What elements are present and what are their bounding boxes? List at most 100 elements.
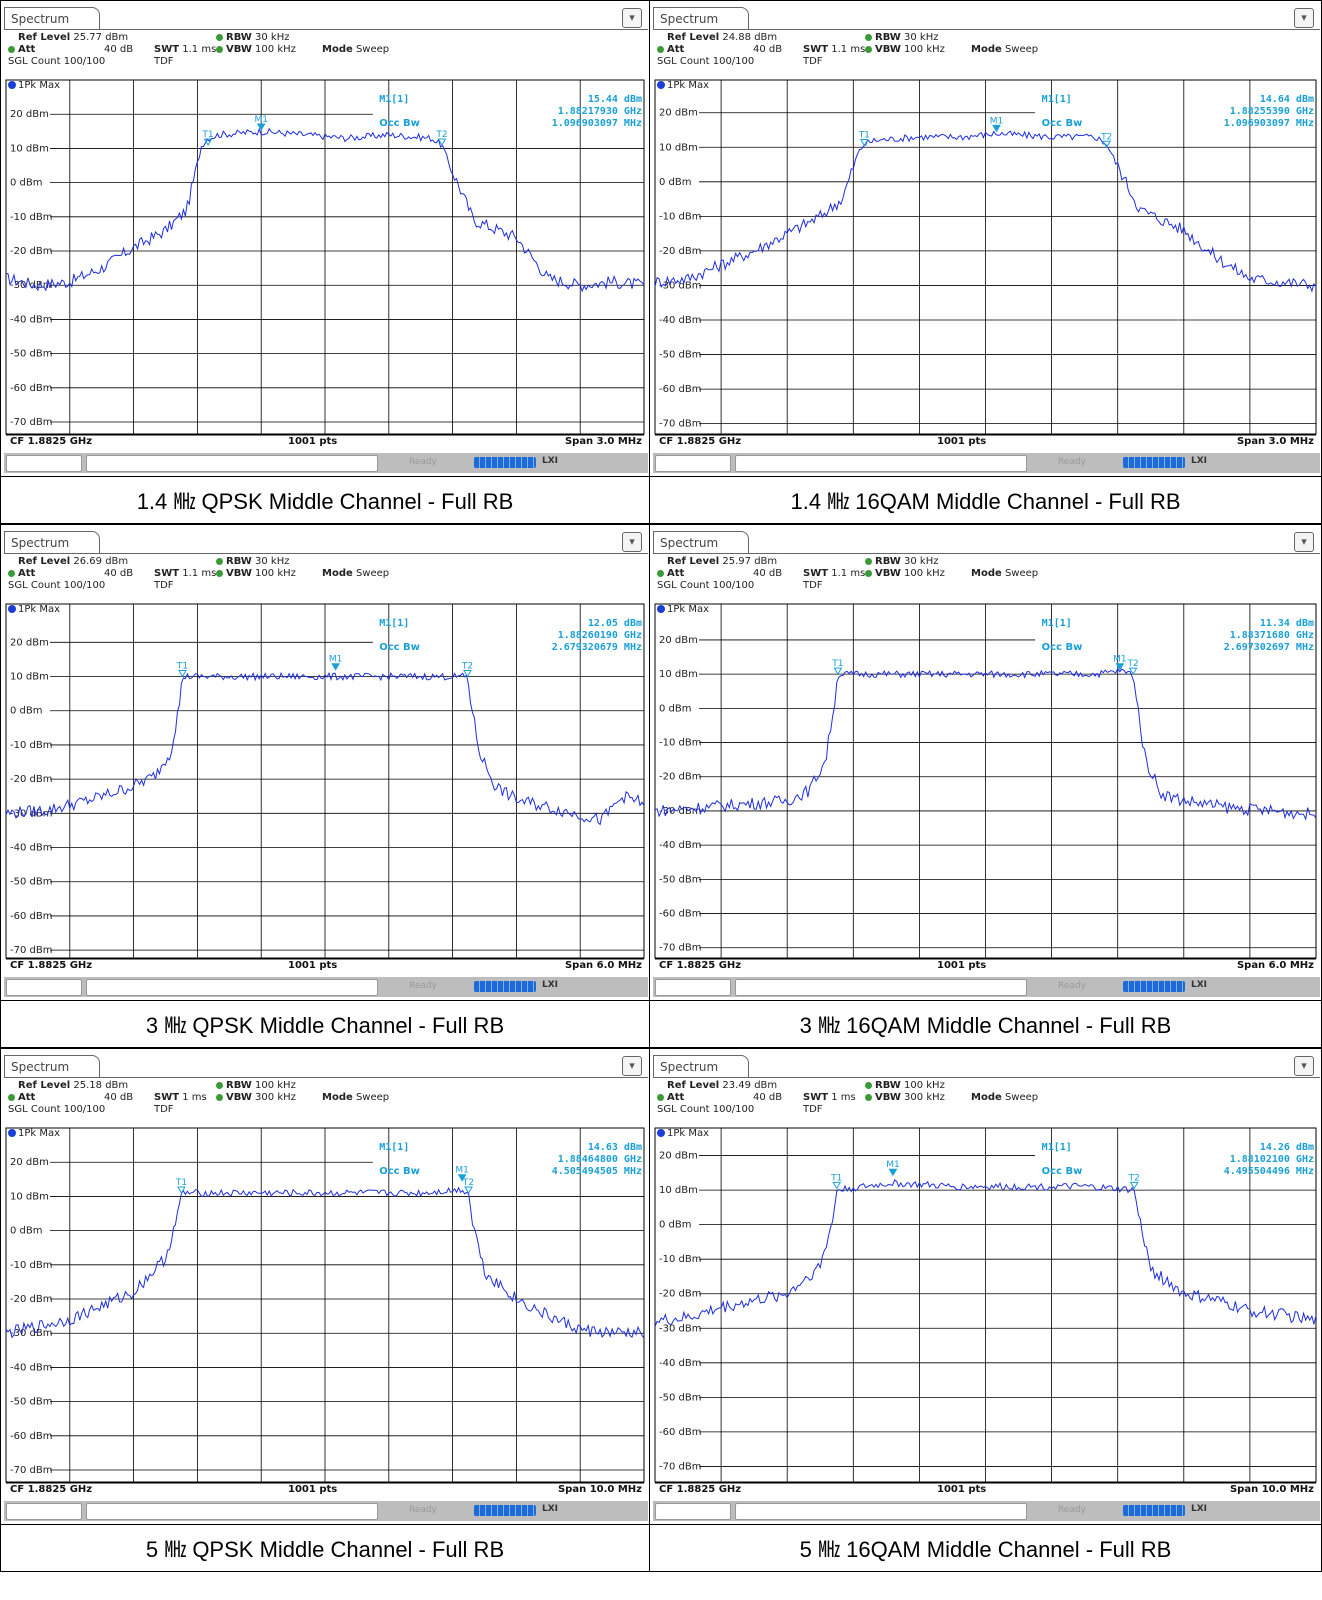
status-field-2[interactable] xyxy=(86,979,378,996)
y-tick-label: 0 dBm xyxy=(10,1226,43,1237)
rbw-row: RBW 30 kHz xyxy=(216,32,289,43)
trace-line xyxy=(5,1186,645,1339)
tab-label: Spectrum xyxy=(11,536,70,550)
sweep-progress-bar xyxy=(1123,457,1185,468)
figure-cell: Spectrum ▾ Ref Level 26.69 dBm Att 40 dB… xyxy=(0,524,650,1001)
occ-bw-label: Occ Bw xyxy=(379,118,420,129)
att-row: Att xyxy=(8,44,35,55)
lxi-icon: LXI xyxy=(1191,456,1208,466)
status-field-1[interactable] xyxy=(655,979,731,996)
att-value: 40 dB xyxy=(104,1092,134,1103)
status-field-1[interactable] xyxy=(655,1503,731,1520)
marker-t2-icon xyxy=(437,138,447,147)
plot-footer: CF 1.8825 GHz 1001 pts Span 10.0 MHz xyxy=(6,1484,646,1499)
spectrum-tab[interactable]: Spectrum xyxy=(653,1055,749,1077)
trace-line xyxy=(654,130,1317,293)
status-field-2[interactable] xyxy=(735,1503,1027,1520)
trace-label: 1Pk Max xyxy=(657,1128,709,1139)
menu-icon[interactable]: ▾ xyxy=(622,1056,642,1076)
occ-bw-label: Occ Bw xyxy=(1042,118,1083,129)
spectrum-tab[interactable]: Spectrum xyxy=(4,531,100,553)
marker-level: 15.44 dBm xyxy=(588,94,642,105)
status-field-2[interactable] xyxy=(86,455,378,472)
att-value: 40 dB xyxy=(753,568,783,579)
att-row: Att xyxy=(657,568,684,579)
ref-level-row: Ref Level 25.97 dBm xyxy=(667,556,778,567)
menu-icon[interactable]: ▾ xyxy=(622,532,642,552)
frequency-span: Span 3.0 MHz xyxy=(564,436,642,447)
tdf-label: TDF xyxy=(803,1104,823,1115)
plot-footer: CF 1.8825 GHz 1001 pts Span 3.0 MHz xyxy=(6,436,646,451)
menu-icon[interactable]: ▾ xyxy=(1294,532,1314,552)
y-tick-label: 10 dBm xyxy=(10,672,49,683)
marker-t1-label: T1 xyxy=(175,1178,187,1188)
y-tick-label: -20 dBm xyxy=(10,246,52,257)
sgl-count: SGL Count 100/100 xyxy=(8,56,106,67)
spectrum-tab[interactable]: Spectrum xyxy=(4,1055,100,1077)
spectrum-tab[interactable]: Spectrum xyxy=(653,7,749,29)
marker-m1-icon xyxy=(457,1174,467,1182)
frequency-span: Span 10.0 MHz xyxy=(1229,1484,1314,1495)
rbw-indicator-icon xyxy=(216,33,223,41)
y-tick-label: -30 dBm xyxy=(10,1328,52,1339)
status-field-1[interactable] xyxy=(6,455,82,472)
status-field-1[interactable] xyxy=(6,979,82,996)
mode-row: Mode Sweep xyxy=(322,568,390,579)
status-ready: Ready xyxy=(1058,981,1086,991)
status-ready: Ready xyxy=(409,981,437,991)
att-indicator-icon xyxy=(657,45,664,53)
menu-icon[interactable]: ▾ xyxy=(622,8,642,28)
occupied-bandwidth: 4.495504496 MHz xyxy=(1224,1166,1314,1177)
ref-level-row: Ref Level 25.77 dBm xyxy=(18,32,129,43)
ref-level-value: 25.97 dBm xyxy=(722,556,778,567)
status-field-2[interactable] xyxy=(735,455,1027,472)
y-tick-label: -70 dBm xyxy=(10,417,52,428)
status-field-2[interactable] xyxy=(735,979,1027,996)
vbw-indicator-icon xyxy=(865,1093,872,1101)
y-tick-label: -10 dBm xyxy=(10,740,52,751)
y-tick-label: -40 dBm xyxy=(659,840,701,851)
trace-label: 1Pk Max xyxy=(8,80,60,91)
trace-indicator-icon xyxy=(8,1129,16,1137)
swt-row: SWT 1.1 ms xyxy=(803,568,866,579)
occupied-bandwidth: 1.096903097 MHz xyxy=(1224,118,1314,129)
spectrum-tab[interactable]: Spectrum xyxy=(653,531,749,553)
y-tick-label: 0 dBm xyxy=(10,178,43,189)
marker-frequency: 1.88260190 GHz xyxy=(558,630,642,641)
att-value: 40 dB xyxy=(104,568,134,579)
marker-name: M1[1] xyxy=(1042,1142,1072,1153)
center-frequency: CF 1.8825 GHz xyxy=(659,436,742,447)
mode-row: Mode Sweep xyxy=(322,1092,390,1103)
sgl-count: SGL Count 100/100 xyxy=(657,580,755,591)
center-frequency: CF 1.8825 GHz xyxy=(10,1484,93,1495)
plot-footer: CF 1.8825 GHz 1001 pts Span 3.0 MHz xyxy=(655,436,1318,451)
status-field-2[interactable] xyxy=(86,1503,378,1520)
occupied-bandwidth: 4.505494505 MHz xyxy=(552,1166,642,1177)
rbw-row: RBW 100 kHz xyxy=(216,1080,296,1091)
y-tick-label: -60 dBm xyxy=(10,1431,52,1442)
sweep-progress-bar xyxy=(1123,1505,1185,1516)
marker-frequency: 1.88255390 GHz xyxy=(1230,106,1314,117)
ref-level-value: 26.69 dBm xyxy=(73,556,129,567)
menu-icon[interactable]: ▾ xyxy=(1294,1056,1314,1076)
trace-indicator-icon xyxy=(657,81,665,89)
y-tick-label: 0 dBm xyxy=(659,177,692,188)
marker-t2-icon xyxy=(1102,140,1112,149)
spectrum-tab[interactable]: Spectrum xyxy=(4,7,100,29)
sweep-points: 1001 pts xyxy=(937,1484,987,1495)
y-tick-label: 0 dBm xyxy=(659,703,692,714)
status-field-1[interactable] xyxy=(655,455,731,472)
rbw-indicator-icon xyxy=(216,1081,223,1089)
trace-label-text: 1Pk Max xyxy=(18,1128,61,1139)
menu-icon[interactable]: ▾ xyxy=(1294,8,1314,28)
att-indicator-icon xyxy=(657,1093,664,1101)
lxi-icon: LXI xyxy=(1191,980,1208,990)
rbw-indicator-icon xyxy=(865,33,872,41)
y-tick-label: -30 dBm xyxy=(659,1323,701,1334)
marker-name: M1[1] xyxy=(379,1142,409,1153)
ref-level-value: 25.18 dBm xyxy=(73,1080,129,1091)
status-field-1[interactable] xyxy=(6,1503,82,1520)
